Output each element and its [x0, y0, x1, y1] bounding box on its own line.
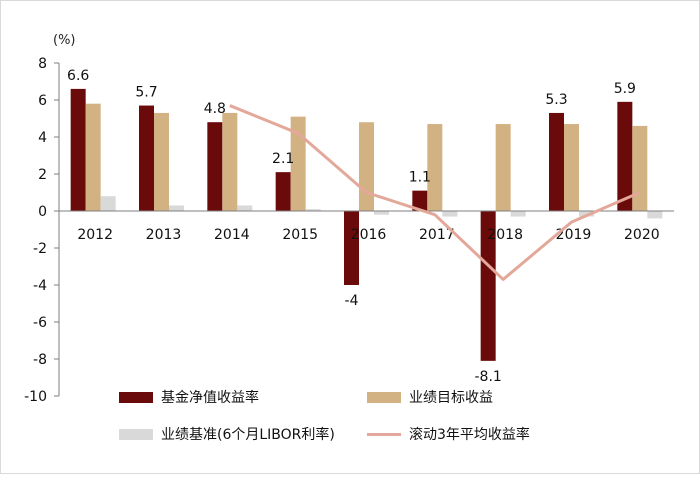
- x-tick-label: 2017: [419, 227, 455, 243]
- legend-label-nav: 基金净值收益率: [161, 390, 259, 406]
- bar: [85, 103, 101, 211]
- y-tick-label: -4: [33, 278, 47, 294]
- x-tick-label: 2018: [487, 227, 523, 243]
- y-tick-label: 6: [38, 93, 47, 109]
- y-tick-label: 0: [38, 204, 47, 220]
- data-label: 4.8: [204, 101, 226, 117]
- y-tick-label: 4: [38, 130, 47, 146]
- bar: [495, 124, 511, 211]
- bar: [169, 205, 184, 211]
- x-tick-label: 2019: [556, 227, 592, 243]
- data-label: 5.7: [135, 85, 157, 101]
- y-tick-label: -2: [33, 241, 47, 257]
- bar: [549, 112, 564, 211]
- bar: [70, 88, 86, 211]
- bar: [564, 124, 579, 211]
- data-label: -8.1: [475, 369, 502, 385]
- legend-label-target: 业绩目标收益: [409, 390, 493, 406]
- x-tick-label: 2020: [624, 227, 660, 243]
- legend-swatch-benchmark: [119, 428, 153, 440]
- legend: 基金净值收益率 业绩目标收益 业绩基准(6个月LIBOR利率) 滚动3年平均收益…: [119, 387, 659, 457]
- legend-item-rolling: 滚动3年平均收益率: [367, 424, 530, 444]
- data-label: 6.6: [67, 68, 89, 84]
- bar: [510, 211, 526, 217]
- x-tick-label: 2012: [77, 227, 113, 243]
- bar: [480, 211, 496, 361]
- y-tick-label: 2: [38, 167, 47, 183]
- y-tick-label: 8: [38, 56, 47, 72]
- bar: [359, 122, 374, 211]
- legend-label-benchmark: 业绩基准(6个月LIBOR利率): [161, 427, 335, 443]
- bar: [427, 124, 443, 211]
- x-tick-label: 2014: [214, 227, 250, 243]
- legend-item-nav: 基金净值收益率: [119, 387, 259, 407]
- bar: [632, 125, 648, 211]
- bar: [139, 105, 154, 211]
- x-tick-label: 2016: [351, 227, 387, 243]
- x-tick-label: 2015: [282, 227, 318, 243]
- bar: [374, 211, 389, 215]
- data-label: 5.3: [545, 92, 567, 108]
- bar: [275, 172, 291, 211]
- y-tick-label: -10: [24, 389, 47, 405]
- y-tick-label: -8: [33, 352, 47, 368]
- bar: [412, 190, 428, 211]
- bar: [305, 209, 321, 211]
- bar: [344, 211, 359, 285]
- data-label: 2.1: [272, 151, 294, 167]
- y-tick-label: -6: [33, 315, 47, 331]
- bar: [442, 211, 458, 217]
- rolling-line: [229, 104, 641, 281]
- bar: [579, 211, 594, 217]
- bar: [617, 101, 633, 211]
- data-label: 5.9: [614, 81, 636, 97]
- data-label: 1.1: [409, 170, 431, 186]
- legend-label-rolling: 滚动3年平均收益率: [409, 427, 530, 443]
- x-tick-label: 2013: [146, 227, 182, 243]
- bar: [207, 122, 223, 211]
- y-unit-label: (%): [53, 33, 76, 48]
- data-label: -4: [345, 293, 359, 309]
- legend-swatch-nav: [119, 391, 153, 403]
- legend-item-benchmark: 业绩基准(6个月LIBOR利率): [119, 424, 335, 444]
- bar: [100, 196, 116, 211]
- bar: [290, 116, 306, 211]
- legend-item-target: 业绩目标收益: [367, 387, 493, 407]
- legend-swatch-rolling: [367, 432, 401, 436]
- legend-swatch-target: [367, 391, 401, 403]
- bar: [154, 112, 169, 211]
- bar: [237, 205, 253, 211]
- bar: [647, 211, 663, 219]
- bar: [222, 112, 238, 211]
